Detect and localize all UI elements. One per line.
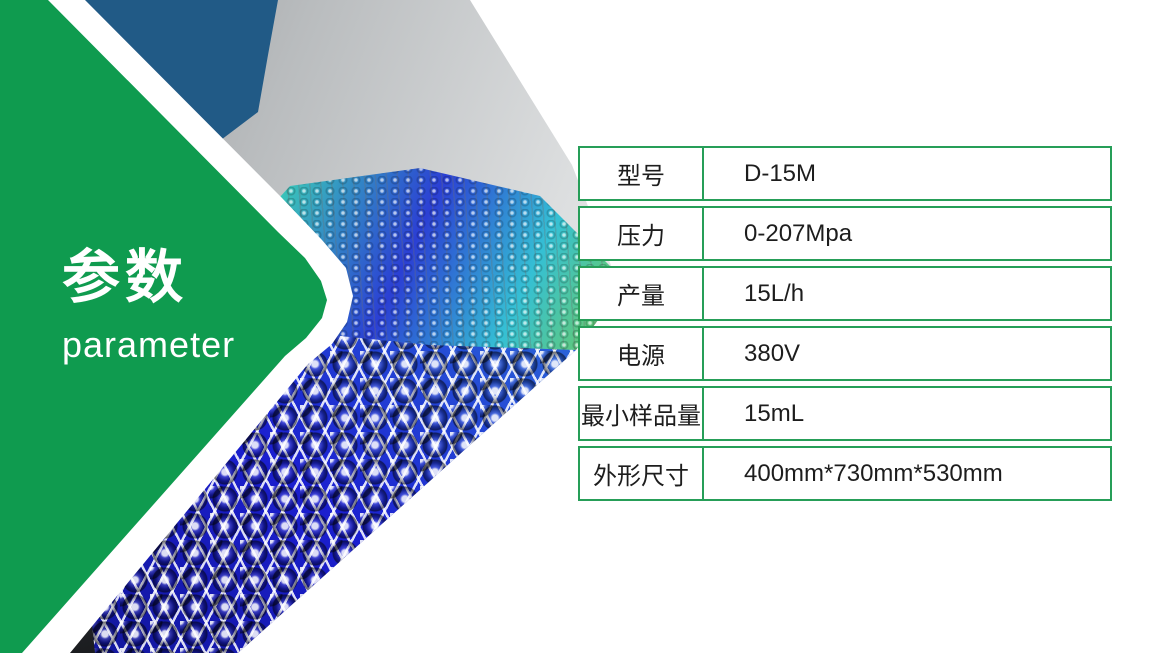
spec-label-cell: 外形尺寸: [580, 448, 704, 499]
table-row: 产量 15L/h: [578, 266, 1112, 321]
spec-value-cell: 15mL: [744, 399, 805, 427]
spec-label-cell: 型号: [580, 148, 704, 199]
spec-label-cell: 电源: [580, 328, 704, 379]
table-row: 型号 D-15M: [578, 146, 1112, 201]
badge-title-en: parameter: [62, 323, 236, 365]
table-row: 最小样品量 15mL: [578, 386, 1112, 441]
spec-value-cell: 0-207Mpa: [744, 219, 853, 247]
badge: 参数 parameter: [62, 246, 235, 366]
table-row: 外形尺寸 400mm*730mm*530mm: [578, 446, 1112, 501]
table-row: 电源 380V: [578, 326, 1112, 381]
spec-table: 型号 D-15M 压力 0-207Mpa 产量 15L/h 电源 380V 最小…: [578, 146, 1112, 501]
spec-label-cell: 产量: [580, 268, 704, 319]
spec-value-cell: 15L/h: [744, 279, 805, 307]
spec-value-cell: 400mm*730mm*530mm: [744, 459, 1003, 487]
table-row: 压力 0-207Mpa: [578, 206, 1112, 261]
spec-label-cell: 压力: [580, 208, 704, 259]
spec-label-cell: 最小样品量: [580, 388, 704, 439]
badge-title-zh: 参数: [62, 245, 189, 310]
spec-value-cell: 380V: [744, 339, 801, 367]
spec-value-cell: D-15M: [744, 159, 817, 187]
